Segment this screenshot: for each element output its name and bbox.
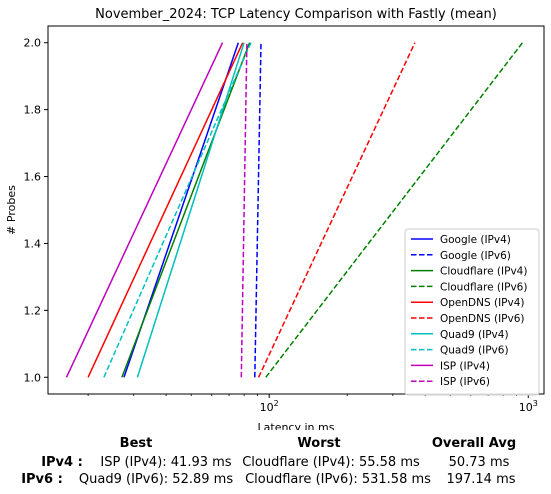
series-line-google-ipv6 [254, 42, 262, 378]
legend-box [404, 228, 540, 396]
ipv4-avg: 50.73 ms [448, 455, 510, 470]
series-line-isp-ipv6 [240, 42, 248, 378]
best-header: Best [119, 436, 153, 451]
ipv6-worst: Cloudflare (IPv6): 531.58 ms [245, 472, 431, 487]
y-tick-label: 1.4 [24, 237, 42, 250]
x-axis: 102 103 [87, 394, 538, 414]
series-line-cloudflare-ipv4 [121, 42, 251, 378]
legend-label-opendns-ipv4: OpenDNS (IPv4) [440, 297, 525, 309]
legend-label-quad9-ipv6: Quad9 (IPv6) [440, 345, 509, 357]
chart-title: November_2024: TCP Latency Comparison wi… [95, 7, 497, 22]
x-tick-label: 102 [260, 399, 279, 414]
series-line-opendns-ipv6 [257, 42, 416, 378]
series-line-quad9-ipv4 [136, 42, 245, 378]
ipv6-avg: 197.14 ms [446, 472, 516, 487]
series-line-isp-ipv4 [65, 42, 224, 378]
y-axis: 1.0 1.2 1.4 1.6 1.8 2.0 [24, 37, 48, 384]
y-tick-label: 1.0 [24, 371, 42, 384]
series-layer [65, 42, 524, 378]
x-axis-label: Latency in ms [258, 421, 335, 430]
legend-label-cloudflare-ipv6: Cloudflare (IPv6) [440, 281, 527, 293]
series-line-quad9-ipv6 [103, 42, 252, 378]
legend-label-google-ipv4: Google (IPv4) [440, 234, 511, 246]
legend: Google (IPv4) Google (IPv6) Cloudflare (IP… [404, 228, 540, 396]
legend-label-isp-ipv4: ISP (IPv4) [440, 360, 490, 372]
summary-table: Best Worst Overall Avg IPv4 : ISP (IPv4)… [0, 430, 551, 494]
ipv4-row-label: IPv4 : [41, 455, 83, 470]
x-tick-label: 103 [519, 399, 538, 414]
legend-label-cloudflare-ipv4: Cloudflare (IPv4) [440, 266, 527, 278]
y-axis-label: # Probes [5, 185, 18, 235]
legend-label-quad9-ipv4: Quad9 (IPv4) [440, 329, 509, 341]
legend-label-opendns-ipv6: OpenDNS (IPv6) [440, 313, 525, 325]
latency-chart: November_2024: TCP Latency Comparison wi… [5, 7, 545, 430]
ipv4-worst: Cloudflare (IPv4): 55.58 ms [242, 455, 420, 470]
plot-area [47, 25, 545, 395]
overall-avg-header: Overall Avg [431, 436, 517, 451]
legend-label-google-ipv6: Google (IPv6) [440, 250, 511, 262]
ipv6-row-label: IPv6 : [21, 472, 63, 487]
ipv6-best: Quad9 (IPv6): 52.89 ms [78, 472, 234, 487]
y-tick-label: 1.8 [24, 104, 42, 117]
legend-label-isp-ipv6: ISP (IPv6) [440, 376, 490, 388]
y-tick-label: 1.6 [24, 171, 42, 184]
series-line-opendns-ipv4 [87, 42, 244, 378]
worst-header: Worst [297, 436, 341, 451]
ipv4-best: ISP (IPv4): 41.93 ms [100, 455, 232, 470]
y-tick-label: 1.2 [24, 304, 42, 317]
series-line-cloudflare-ipv6 [265, 42, 524, 378]
y-tick-label: 2.0 [24, 37, 42, 50]
